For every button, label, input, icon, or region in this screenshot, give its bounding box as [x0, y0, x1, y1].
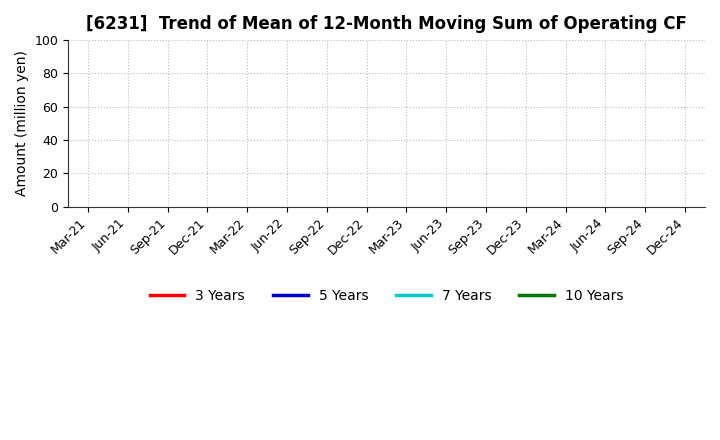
Title: [6231]  Trend of Mean of 12-Month Moving Sum of Operating CF: [6231] Trend of Mean of 12-Month Moving … — [86, 15, 687, 33]
Legend: 3 Years, 5 Years, 7 Years, 10 Years: 3 Years, 5 Years, 7 Years, 10 Years — [144, 283, 629, 308]
Y-axis label: Amount (million yen): Amount (million yen) — [15, 51, 29, 196]
